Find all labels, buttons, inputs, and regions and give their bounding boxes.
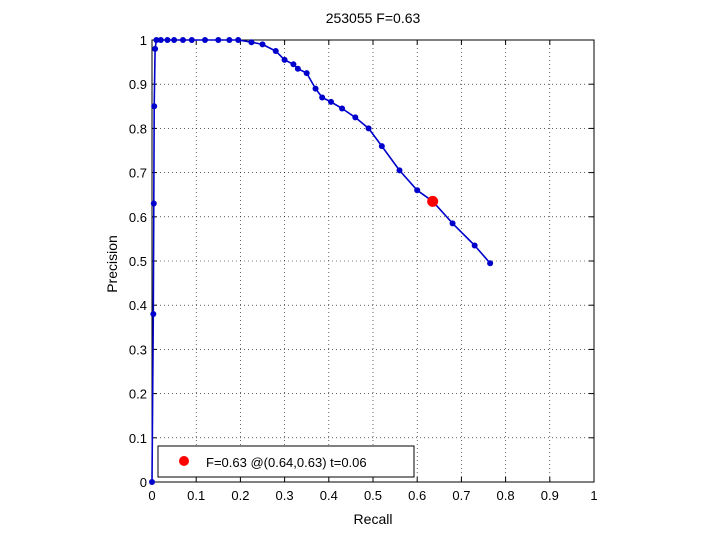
best-f-point xyxy=(427,195,439,207)
pr-curve-point xyxy=(226,37,233,43)
y-tick-labels: 0 0.1 0.2 0.3 0.4 0.5 0.6 0.7 0.8 0.9 1 xyxy=(129,33,147,490)
y-tick-label: 0 xyxy=(140,475,147,490)
pr-curve-point xyxy=(414,187,421,194)
pr-curve-point xyxy=(179,37,186,43)
y-axis-label: Precision xyxy=(104,235,120,293)
pr-curve-point xyxy=(352,114,359,121)
pr-curve-point xyxy=(215,37,222,43)
pr-curve-point xyxy=(235,37,242,43)
legend-marker-red-dot xyxy=(179,456,189,466)
pr-curve-point xyxy=(149,479,155,485)
y-tick-label: 0.2 xyxy=(129,387,147,402)
pr-curve-point xyxy=(378,143,385,150)
y-tick-label: 0.6 xyxy=(129,210,147,225)
pr-curve-point xyxy=(164,37,171,43)
pr-curve-point xyxy=(272,48,279,55)
x-tick-labels: 0 0.1 0.2 0.3 0.4 0.5 0.6 0.7 0.8 0.9 1 xyxy=(148,488,597,503)
pr-curve-point xyxy=(153,37,160,43)
x-tick-label: 0.1 xyxy=(187,488,205,503)
x-axis-label: Recall xyxy=(354,511,393,527)
legend-label: F=0.63 @(0.64,0.63) t=0.06 xyxy=(206,455,367,470)
pr-curve-point xyxy=(294,65,301,72)
pr-curve-point xyxy=(150,200,157,207)
pr-curve-point xyxy=(171,37,178,43)
pr-curve-point xyxy=(328,98,335,105)
pr-curve-point xyxy=(339,105,346,112)
x-tick-label: 0.6 xyxy=(408,488,426,503)
grid-lines xyxy=(152,40,594,482)
y-tick-label: 0.8 xyxy=(129,121,147,136)
series-layer xyxy=(149,37,494,485)
pr-curve-point xyxy=(290,61,297,68)
x-tick-label: 0.9 xyxy=(541,488,559,503)
pr-curve-point xyxy=(449,220,456,227)
y-tick-label: 0.3 xyxy=(129,342,147,357)
y-tick-label: 0.4 xyxy=(129,298,147,313)
pr-curve-point xyxy=(248,39,255,46)
pr-curve-point xyxy=(396,167,403,174)
x-tick-label: 0.4 xyxy=(320,488,338,503)
pr-curve-point xyxy=(157,37,164,43)
pr-curve-point xyxy=(152,45,159,52)
x-tick-label: 0.3 xyxy=(276,488,294,503)
pr-curve-point xyxy=(259,41,266,48)
y-tick-label: 0.5 xyxy=(129,254,147,269)
pr-curve-point xyxy=(151,103,158,110)
pr-curve-point xyxy=(202,37,209,43)
pr-curve-point xyxy=(281,56,288,63)
plot-frame xyxy=(151,39,595,483)
chart-title: 253055 F=0.63 xyxy=(326,10,421,26)
pr-curve-point xyxy=(487,260,494,267)
x-tick-label: 1 xyxy=(590,488,597,503)
y-tick-label: 0.7 xyxy=(129,166,147,181)
pr-curve-point xyxy=(312,85,319,92)
y-tick-label: 1 xyxy=(140,33,147,48)
pr-curve-point xyxy=(319,94,326,101)
x-tick-label: 0.2 xyxy=(231,488,249,503)
legend: F=0.63 @(0.64,0.63) t=0.06 xyxy=(157,445,415,478)
pr-curve-point xyxy=(188,37,195,43)
pr-curve-point xyxy=(303,70,310,77)
pr-curve-point xyxy=(471,242,478,249)
x-tick-label: 0.5 xyxy=(364,488,382,503)
x-tick-label: 0 xyxy=(148,488,155,503)
x-tick-label: 0.8 xyxy=(497,488,515,503)
x-tick-label: 0.7 xyxy=(452,488,470,503)
pr-curve-point xyxy=(365,125,372,132)
y-tick-label: 0.9 xyxy=(129,77,147,92)
y-tick-label: 0.1 xyxy=(129,431,147,446)
legend-box xyxy=(157,445,415,478)
pr-curve-point xyxy=(150,311,157,318)
